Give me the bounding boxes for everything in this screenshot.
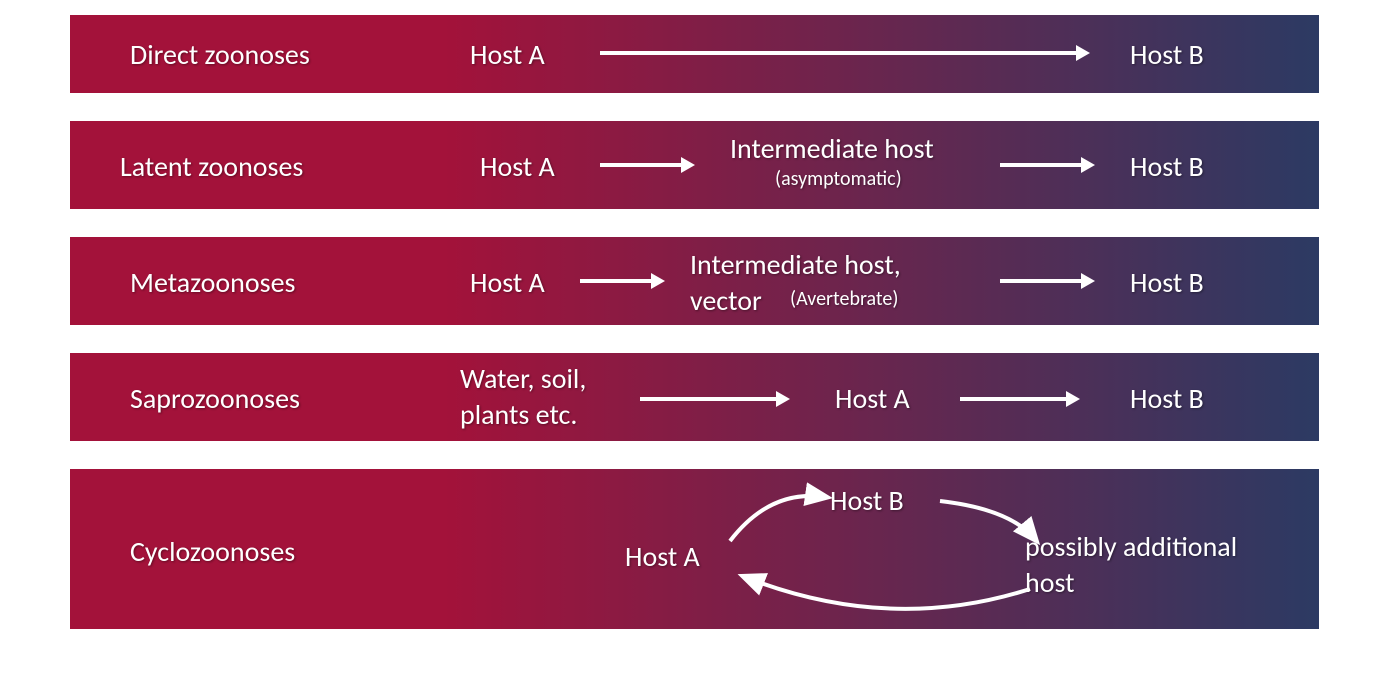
row-meta: Metazoonoses Host A Intermediate host,vect… — [70, 237, 1319, 325]
node-label: Water, soil, — [460, 361, 586, 396]
arrow-head-icon — [651, 273, 665, 289]
row-title: Metazoonoses — [130, 265, 295, 300]
arrow-head-icon — [1081, 273, 1095, 289]
node-label: Host B — [1130, 149, 1204, 184]
node-label: Intermediate host, — [690, 247, 901, 282]
row-cyclo: CyclozoonosesHost AHost Bpossibly additi… — [70, 469, 1319, 629]
cycle-arrows-icon — [70, 469, 1319, 629]
node-label: Host B — [1130, 381, 1204, 416]
node-label: (asymptomatic) — [775, 167, 902, 191]
node-label: Host B — [1130, 265, 1204, 300]
row-direct: Direct zoonoses Host A Host B — [70, 15, 1319, 93]
arrow-head-icon — [1076, 45, 1090, 61]
node-label: Intermediate host — [730, 131, 934, 166]
arrow-head-icon — [1066, 391, 1080, 407]
node-label: Host A — [470, 265, 545, 300]
arrow-icon — [580, 279, 651, 283]
arrow-head-icon — [681, 157, 695, 173]
arrow-head-icon — [1081, 157, 1095, 173]
row-title: Direct zoonoses — [130, 37, 310, 72]
arrow-icon — [1000, 279, 1081, 283]
row-latent: Latent zoonoses Host A Intermediate host(a… — [70, 121, 1319, 209]
node-label: Host B — [1130, 37, 1204, 72]
node-label: plants etc. — [460, 397, 577, 432]
arrow-icon — [640, 397, 776, 401]
arrow-icon — [600, 51, 1076, 55]
arrow-head-icon — [776, 391, 790, 407]
node-label: vector — [690, 283, 762, 318]
row-title: Latent zoonoses — [120, 149, 303, 184]
node-label: Host A — [480, 149, 555, 184]
arrow-icon — [1000, 163, 1081, 167]
node-label: (Avertebrate) — [790, 287, 898, 311]
arrow-icon — [600, 163, 681, 167]
row-title: Saprozoonoses — [130, 381, 300, 416]
node-label: Host A — [470, 37, 545, 72]
arrow-icon — [960, 397, 1066, 401]
node-label: Host A — [835, 381, 910, 416]
row-sapro: Saprozoonoses Water, soil,plants etc. Host… — [70, 353, 1319, 441]
